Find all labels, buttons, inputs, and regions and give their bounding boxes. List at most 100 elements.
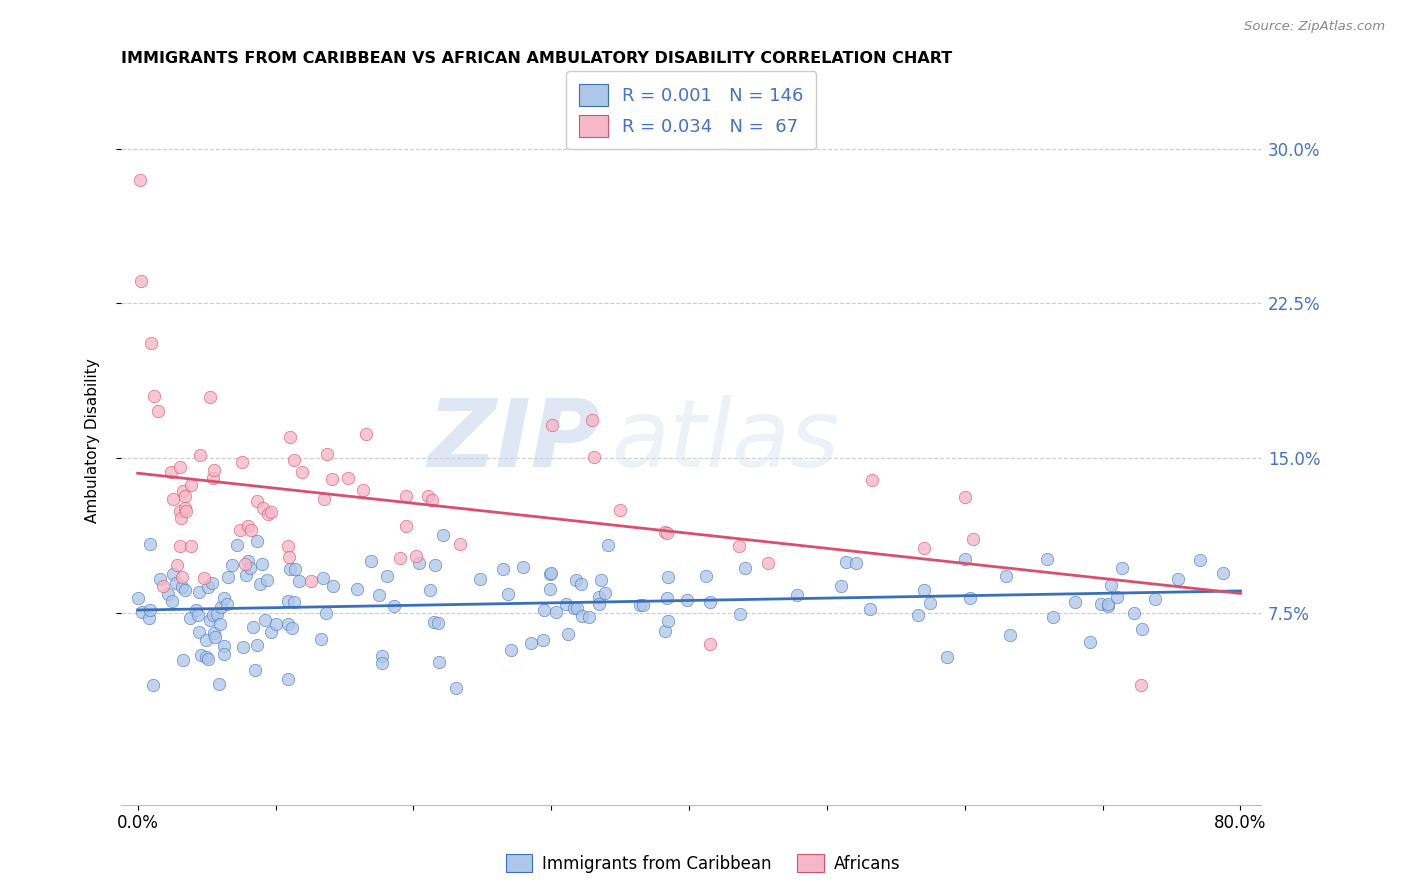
Point — [388, 550, 411, 565]
Point — [591, 573, 613, 587]
Point — [249, 576, 271, 591]
Point — [994, 568, 1017, 582]
Point — [156, 587, 179, 601]
Point — [429, 655, 451, 669]
Point — [449, 537, 471, 551]
Point — [907, 607, 929, 622]
Point — [214, 647, 236, 661]
Point — [139, 335, 162, 350]
Point — [955, 490, 977, 504]
Point — [209, 616, 232, 631]
Point — [288, 574, 311, 588]
Point — [382, 599, 405, 614]
Point — [278, 562, 301, 576]
Point — [209, 600, 232, 615]
Point — [174, 500, 197, 515]
Point — [1097, 599, 1119, 613]
Point — [920, 595, 942, 609]
Point — [193, 571, 215, 585]
Point — [657, 570, 679, 584]
Point — [190, 648, 212, 662]
Point — [578, 609, 600, 624]
Point — [728, 607, 751, 622]
Point — [468, 572, 491, 586]
Point — [432, 527, 454, 541]
Point — [655, 525, 678, 540]
Point — [312, 491, 335, 506]
Point — [162, 492, 184, 507]
Point — [201, 607, 224, 622]
Point — [1097, 597, 1119, 611]
Point — [835, 555, 858, 569]
Point — [235, 568, 257, 582]
Point — [188, 624, 211, 639]
Point — [953, 552, 976, 566]
Point — [354, 427, 377, 442]
Point — [169, 510, 191, 524]
Point — [756, 556, 779, 570]
Point — [187, 607, 209, 622]
Point — [727, 539, 749, 553]
Point — [195, 632, 218, 647]
Point — [557, 626, 579, 640]
Legend: R = 0.001   N = 146, R = 0.034   N =  67: R = 0.001 N = 146, R = 0.034 N = 67 — [567, 71, 815, 149]
Point — [567, 600, 589, 615]
Point — [278, 429, 301, 443]
Point — [914, 541, 936, 556]
Point — [962, 532, 984, 546]
Point — [174, 582, 197, 597]
Y-axis label: Ambulatory Disability: Ambulatory Disability — [86, 359, 100, 523]
Point — [142, 678, 165, 692]
Point — [138, 537, 160, 551]
Point — [316, 447, 339, 461]
Point — [139, 603, 162, 617]
Point — [226, 538, 249, 552]
Point — [233, 557, 256, 571]
Point — [195, 650, 218, 665]
Point — [246, 494, 269, 508]
Point — [654, 624, 676, 638]
Point — [699, 595, 721, 609]
Point — [277, 594, 299, 608]
Point — [277, 616, 299, 631]
Point — [1122, 606, 1144, 620]
Point — [734, 561, 756, 575]
Point — [1090, 597, 1112, 611]
Point — [174, 490, 197, 504]
Point — [676, 593, 699, 607]
Point — [844, 556, 866, 570]
Point — [564, 573, 586, 587]
Point — [217, 570, 239, 584]
Point — [246, 638, 269, 652]
Text: atlas: atlas — [612, 395, 839, 486]
Point — [786, 589, 808, 603]
Point — [242, 620, 264, 634]
Point — [423, 615, 446, 629]
Point — [657, 591, 679, 605]
Point — [371, 656, 394, 670]
Point — [371, 648, 394, 663]
Point — [277, 539, 299, 553]
Point — [1130, 622, 1153, 636]
Point — [1107, 590, 1129, 604]
Point — [166, 558, 188, 573]
Point — [180, 478, 202, 492]
Point — [201, 576, 224, 591]
Point — [250, 557, 273, 571]
Point — [368, 588, 391, 602]
Point — [571, 609, 593, 624]
Point — [408, 556, 430, 570]
Point — [169, 539, 191, 553]
Point — [243, 663, 266, 677]
Text: ZIP: ZIP — [427, 394, 600, 487]
Point — [172, 653, 194, 667]
Point — [830, 579, 852, 593]
Point — [420, 493, 443, 508]
Point — [593, 586, 616, 600]
Point — [149, 572, 172, 586]
Point — [238, 554, 260, 568]
Point — [427, 616, 450, 631]
Point — [179, 610, 201, 624]
Point — [176, 504, 198, 518]
Point — [654, 524, 676, 539]
